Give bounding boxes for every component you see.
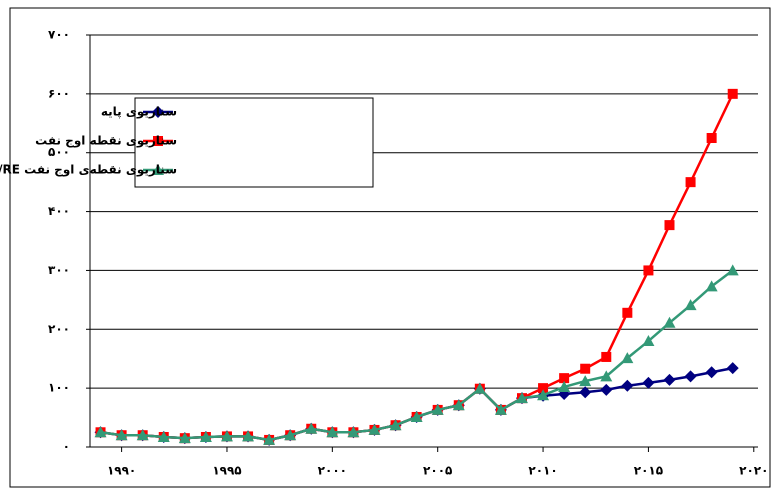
marker-triangle [389, 419, 402, 431]
marker-square [664, 220, 675, 231]
marker-triangle [136, 429, 149, 441]
marker-square [685, 177, 696, 188]
y-tick-label: ۵۰۰ [48, 145, 70, 159]
y-tick-label: ۲۰۰ [48, 322, 70, 336]
marker-triangle [494, 403, 507, 415]
marker-diamond [642, 376, 655, 389]
marker-triangle [726, 264, 739, 276]
marker-triangle [347, 426, 360, 438]
marker-triangle [94, 426, 107, 438]
marker-triangle [431, 403, 444, 415]
x-tick-label: ۲۰۰۰ [318, 464, 347, 478]
marker-triangle [263, 433, 276, 445]
marker-triangle [579, 375, 592, 387]
x-tick-label: ۲۰۱۰ [528, 464, 557, 478]
legend-label: سناریوی نقطه‌ی اوج نفت EFF/RE [0, 163, 177, 178]
marker-triangle [326, 426, 339, 438]
y-tick-label: ۶۰۰ [48, 86, 70, 100]
y-tick-label: ۷۰۰ [48, 28, 70, 42]
x-tick-label: ۱۹۹۵ [212, 464, 241, 478]
marker-square [601, 351, 612, 362]
marker-triangle [642, 335, 655, 347]
y-tick-label: ۱۰۰ [48, 381, 70, 395]
marker-diamond [152, 106, 164, 118]
marker-diamond [621, 379, 634, 392]
marker-triangle [558, 380, 571, 392]
marker-diamond [726, 362, 739, 375]
marker-diamond [663, 373, 676, 386]
marker-triangle [115, 429, 128, 441]
marker-triangle [199, 430, 212, 442]
x-tick-label: ۲۰۱۵ [634, 464, 663, 478]
marker-triangle [621, 352, 634, 364]
x-tick-label: ۲۰۲۰ [739, 464, 768, 478]
marker-square [538, 383, 549, 394]
legend-box [134, 97, 374, 188]
marker-diamond [705, 366, 718, 379]
marker-square [727, 88, 738, 99]
marker-diamond [600, 383, 613, 396]
marker-triangle [305, 422, 318, 434]
marker-square [643, 265, 654, 276]
marker-triangle [537, 389, 550, 401]
marker-triangle [152, 164, 164, 175]
x-tick-label: ۱۹۹۰ [107, 464, 136, 478]
y-tick-label: ۳۰۰ [48, 263, 70, 277]
marker-triangle [410, 410, 423, 422]
marker-triangle [284, 429, 297, 441]
marker-triangle [157, 430, 170, 442]
marker-triangle [242, 430, 255, 442]
marker-triangle [220, 430, 233, 442]
legend-label: سناریوی نقطه اوج نفت [35, 134, 177, 149]
marker-square [706, 133, 717, 143]
marker-triangle [684, 299, 697, 311]
x-tick-label: ۲۰۰۵ [423, 464, 452, 478]
marker-diamond [684, 370, 697, 383]
marker-triangle [452, 399, 465, 411]
marker-square [622, 307, 633, 318]
y-tick-label: ۰ [63, 440, 70, 454]
marker-square [580, 363, 591, 374]
marker-triangle [705, 280, 718, 292]
marker-triangle [473, 382, 486, 394]
marker-triangle [178, 432, 191, 444]
legend-label: سناریوی پایه [101, 105, 177, 120]
y-tick-label: ۴۰۰ [48, 204, 70, 218]
marker-square [153, 136, 163, 146]
marker-triangle [600, 370, 613, 382]
marker-triangle [663, 316, 676, 328]
marker-triangle [368, 423, 381, 435]
marker-square [559, 373, 570, 384]
marker-diamond [579, 386, 592, 399]
marker-triangle [515, 392, 528, 404]
chart-frame [9, 7, 771, 488]
